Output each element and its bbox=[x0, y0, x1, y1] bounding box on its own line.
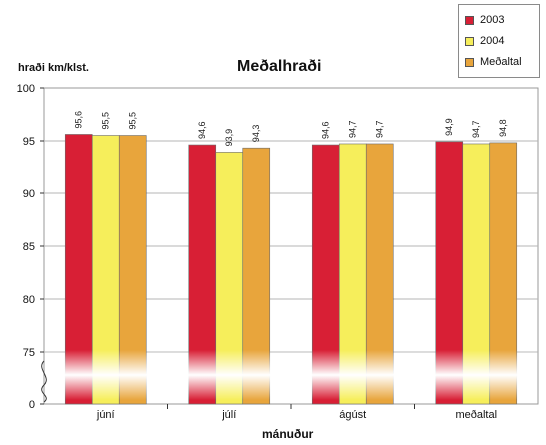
x-tick-label: ágúst bbox=[339, 409, 366, 421]
legend-label-medaltal: Meðaltal bbox=[480, 56, 522, 68]
axis-break-band bbox=[45, 350, 537, 400]
y-tick-label: 100 bbox=[17, 83, 35, 95]
data-label: 94,9 bbox=[444, 118, 454, 136]
data-label: 95,6 bbox=[74, 111, 84, 129]
y-axis-label: hraði km/klst. bbox=[18, 62, 89, 74]
y-tick-label: 80 bbox=[23, 294, 35, 306]
x-tick-label: meðaltal bbox=[455, 409, 497, 421]
y-tick-label: 75 bbox=[23, 347, 35, 359]
data-labels-group: 95,6 95,5 95,5 94,6 93,9 94,3 94,6 94,7 94,7 94,9… bbox=[74, 111, 509, 146]
x-axis-label: mánuður bbox=[262, 427, 314, 441]
data-label: 94,8 bbox=[498, 119, 508, 137]
data-label: 93,9 bbox=[224, 129, 234, 147]
y-tick-label: 95 bbox=[23, 136, 35, 148]
legend-item-2003: 2003 bbox=[465, 12, 504, 28]
data-label: 94,7 bbox=[471, 120, 481, 138]
data-label: 94,6 bbox=[197, 121, 207, 139]
y-tick-label: 85 bbox=[23, 241, 35, 253]
data-label: 94,3 bbox=[251, 125, 261, 143]
y-tick-label: 90 bbox=[23, 188, 35, 200]
chart-title: Meðalhraði bbox=[237, 58, 322, 75]
data-label: 94,6 bbox=[321, 121, 331, 139]
x-tick-label: júlí bbox=[221, 409, 236, 421]
x-axis-ticks: júní júlí ágúst meðaltal bbox=[96, 404, 497, 421]
data-label: 95,5 bbox=[128, 112, 138, 130]
legend-label-2004: 2004 bbox=[480, 35, 505, 47]
data-label: 94,7 bbox=[348, 120, 358, 138]
y-tick-label: 0 bbox=[29, 399, 35, 411]
legend-swatch-2003 bbox=[465, 15, 474, 25]
axis-break-mark bbox=[41, 360, 47, 403]
legend-item-2004: 2004 bbox=[465, 33, 504, 49]
legend-item-medaltal: Meðaltal bbox=[465, 54, 522, 70]
legend: 2003 2004 Meðaltal bbox=[458, 4, 540, 78]
data-label: 95,5 bbox=[101, 112, 111, 130]
x-tick-label: júní bbox=[96, 409, 115, 421]
legend-label-2003: 2003 bbox=[480, 14, 505, 26]
data-label: 94,7 bbox=[375, 120, 385, 138]
legend-swatch-2004 bbox=[465, 36, 474, 46]
y-axis-ticks: 100 95 90 85 80 75 0 bbox=[17, 83, 44, 411]
legend-swatch-medaltal bbox=[465, 57, 474, 67]
